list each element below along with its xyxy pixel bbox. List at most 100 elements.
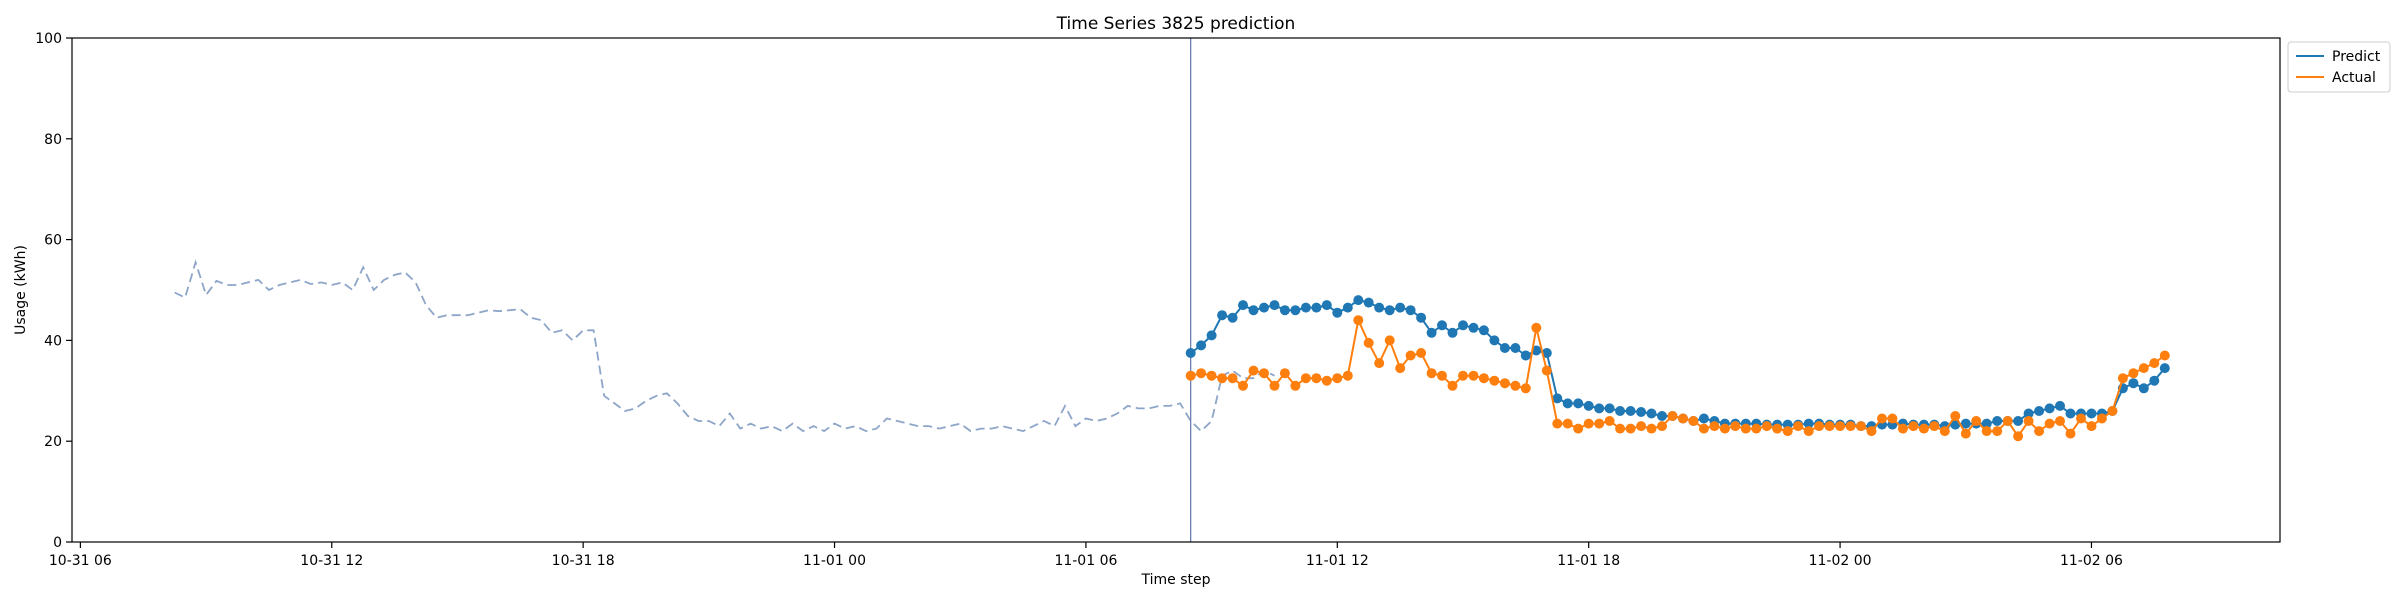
actual-point: [1981, 426, 1992, 437]
predict-point: [1300, 302, 1311, 313]
actual-point: [1426, 368, 1437, 379]
predict-point: [1646, 408, 1657, 419]
axes: 0 20 40 60 80 100 10-31 06 10-31 12 10-31 18 11-0…: [35, 31, 2281, 569]
y-axis-label: Usage (kWh): [13, 245, 29, 335]
actual-point: [1761, 421, 1772, 432]
actual-point: [1185, 370, 1196, 381]
actual-point: [1531, 322, 1542, 333]
x-tick-label: 11-01 06: [1054, 553, 1117, 569]
actual-point: [1856, 421, 1866, 432]
predict-point: [1468, 322, 1479, 333]
x-tick-label: 11-01 00: [803, 553, 866, 569]
predict-point: [1594, 403, 1605, 414]
y-tick-label: 80: [44, 132, 62, 148]
actual-point: [1887, 413, 1898, 424]
actual-point: [1709, 421, 1720, 432]
predict-point: [2159, 363, 2170, 374]
actual-point: [1740, 423, 1751, 434]
x-tick-label: 11-02 00: [1809, 553, 1872, 569]
predict-point: [1353, 295, 1364, 306]
actual-point: [1625, 423, 1636, 434]
y-tick-label: 40: [44, 333, 62, 349]
actual-point: [1824, 421, 1835, 432]
actual-point: [1636, 421, 1647, 432]
predict-point: [1238, 300, 1248, 311]
predict-point: [1196, 340, 1207, 351]
predict-point: [1311, 302, 1322, 313]
predict-point: [2086, 408, 2097, 419]
predict-point: [2013, 416, 2024, 426]
actual-point: [1678, 413, 1688, 424]
predict-point: [2023, 408, 2034, 419]
predict-point: [2149, 375, 2160, 386]
actual-point: [1332, 373, 1343, 384]
actual-point: [1814, 421, 1825, 432]
predict-point: [1562, 398, 1573, 409]
actual-point: [2065, 428, 2076, 439]
actual-point: [2128, 368, 2139, 379]
actual-point: [1290, 380, 1301, 391]
predict-point: [1405, 305, 1416, 316]
actual-point: [1835, 421, 1846, 432]
predict-point: [1217, 310, 1228, 321]
actual-point: [1918, 423, 1929, 434]
actual-point: [1374, 358, 1385, 369]
actual-point: [1845, 421, 1856, 432]
plot-frame: [71, 37, 2281, 543]
predict-point: [1321, 300, 1332, 311]
actual-point: [2107, 406, 2118, 416]
actual-point: [1311, 373, 1322, 384]
actual-point: [1458, 370, 1468, 381]
predict-point: [1657, 411, 1667, 421]
predict-point: [1426, 327, 1437, 338]
predict-point: [1636, 407, 1647, 417]
x-tick-label: 10-31 06: [49, 553, 112, 569]
actual-point: [1782, 426, 1793, 437]
actual-point: [1248, 365, 1259, 376]
actual-point: [1657, 421, 1667, 432]
actual-point: [1646, 423, 1657, 434]
legend-box: [2287, 41, 2391, 93]
predict-point: [1489, 335, 1500, 346]
predict-point: [1992, 416, 2003, 426]
predict-point: [1625, 406, 1636, 416]
predict-point: [1374, 302, 1385, 313]
actual-point: [1992, 426, 2003, 437]
actual-point: [1499, 378, 1510, 389]
y-tick-label: 100: [35, 31, 62, 47]
y-tick-label: 20: [44, 434, 62, 450]
actual-point: [2149, 358, 2160, 369]
predict-point: [1510, 343, 1521, 353]
actual-point: [1573, 423, 1584, 434]
actual-point: [2138, 363, 2149, 374]
actual-point: [1447, 380, 1458, 391]
actual-point: [1751, 423, 1762, 434]
actual-point: [1468, 370, 1479, 381]
actual-point: [1908, 421, 1919, 432]
actual-point: [1196, 368, 1207, 379]
actual-point: [1615, 423, 1626, 434]
actual-point: [1719, 423, 1730, 434]
predict-point: [1384, 305, 1395, 316]
actual-point: [1259, 368, 1269, 379]
x-tick-label: 11-02 06: [2060, 553, 2123, 569]
actual-point: [2076, 413, 2086, 424]
actual-point: [2086, 421, 2097, 432]
predict-point: [1269, 300, 1280, 311]
actual-point: [2159, 350, 2170, 361]
predict-point: [1803, 418, 1814, 429]
actual-point: [1667, 411, 1678, 421]
predict-legend-label: Predict: [2332, 49, 2381, 65]
predict-point: [1342, 302, 1353, 313]
actual-point: [1877, 413, 1887, 424]
predict-point: [1604, 403, 1615, 414]
legend: Predict Actual: [2287, 41, 2391, 93]
actual-point: [1552, 418, 1563, 429]
chart-title: Time Series 3825 prediction: [1056, 14, 1296, 34]
predict-point: [1290, 305, 1301, 316]
actual-point: [2055, 416, 2065, 426]
predict-point: [1259, 302, 1269, 313]
predict-point: [1960, 418, 1971, 429]
predict-point: [1981, 418, 1992, 429]
